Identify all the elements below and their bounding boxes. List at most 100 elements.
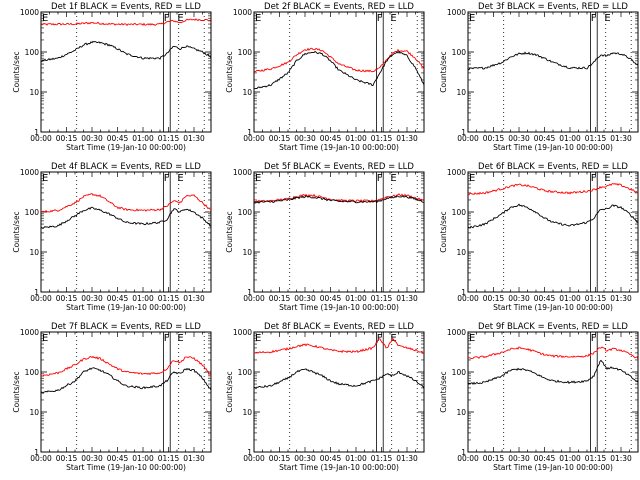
plot-frame [253,171,425,293]
segment-marker-e: E [604,13,610,24]
x-axis-label: Start Time (19-Jan-10 00:00:00) [493,463,613,472]
plot-frame [40,11,212,133]
lld-series-line [41,192,211,214]
lld-series-line [41,18,211,27]
lld-series-line [468,182,638,196]
y-tick-label: 1000 [20,8,39,17]
chart-title: Det 6f BLACK = Events, RED = LLD [478,162,628,172]
y-tick-label: 10 [29,248,39,257]
x-tick-label: 00:45 [534,134,556,143]
chart-panel-5: Det 5f BLACK = Events, RED = LLD 1 10 100 10… [225,162,425,312]
x-tick-label: 01:00 [345,294,367,303]
x-tick-label: 00:15 [269,294,291,303]
y-tick-label: 10 [456,248,466,257]
segment-marker-e: E [604,333,610,344]
y-tick-label: 10 [29,408,39,417]
y-tick-label: 100 [452,48,467,57]
plot-frame [40,331,212,453]
segment-marker-f: F [591,13,597,24]
segment-marker-f: F [164,13,170,24]
y-tick-label: 100 [238,368,253,377]
x-tick-label: 01:15 [371,294,393,303]
y-tick-label: 1 [461,128,466,137]
chart-title: Det 2f BLACK = Events, RED = LLD [264,2,414,12]
y-tick-label: 1000 [20,168,39,177]
lld-series-line [254,47,424,73]
x-tick-label: 01:30 [610,134,632,143]
x-tick-label: 01:00 [345,134,367,143]
x-tick-label: 00:30 [81,134,103,143]
x-tick-label: 01:30 [610,454,632,463]
y-tick-label: 1000 [20,328,39,337]
y-tick-label: 1 [34,128,39,137]
y-tick-label: 1 [247,448,252,457]
y-tick-label: 100 [452,208,467,217]
segment-marker-f: F [164,333,170,344]
x-tick-label: 00:30 [508,134,530,143]
lld-series-line [41,355,211,377]
x-tick-label: 00:15 [269,134,291,143]
events-series-line [468,203,638,229]
chart-title: Det 1f BLACK = Events, RED = LLD [51,2,201,12]
segment-marker-e: E [177,173,183,184]
x-tick-label: 01:15 [158,454,180,463]
x-tick-label: 01:30 [183,294,205,303]
x-tick-label: 00:30 [294,294,316,303]
x-tick-label: 01:00 [559,134,581,143]
events-series-line [468,359,638,386]
segment-marker-e: E [390,173,396,184]
x-tick-label: 00:00 [243,294,265,303]
y-axis-label: Counts/sec [12,51,21,92]
plot-frame [467,331,639,453]
y-tick-label: 1000 [233,328,252,337]
y-tick-label: 1000 [233,8,252,17]
y-tick-label: 1 [34,288,39,297]
x-tick-label: 00:30 [508,294,530,303]
segment-marker-e: E [469,173,475,184]
y-tick-label: 1000 [447,168,466,177]
x-tick-label: 01:00 [559,454,581,463]
y-tick-label: 10 [456,408,466,417]
x-tick-label: 01:00 [345,454,367,463]
x-tick-label: 01:30 [396,134,418,143]
y-axis-label: Counts/sec [439,371,448,412]
x-axis-label: Start Time (19-Jan-10 00:00:00) [279,303,399,312]
y-tick-label: 1000 [447,8,466,17]
events-series-line [254,368,424,390]
x-tick-label: 01:30 [610,294,632,303]
x-tick-label: 01:15 [585,134,607,143]
x-tick-label: 01:15 [585,294,607,303]
chart-panel-7: Det 7f BLACK = Events, RED = LLD 1 10 100 10… [12,322,212,472]
segment-marker-e: E [255,173,261,184]
x-tick-label: 00:45 [320,294,342,303]
x-tick-label: 01:15 [371,454,393,463]
plot-frame [40,171,212,293]
x-tick-label: 00:30 [81,454,103,463]
y-tick-label: 1000 [447,328,466,337]
chart-title: Det 9f BLACK = Events, RED = LLD [478,322,628,332]
segment-marker-f: F [591,333,597,344]
lld-series-line [254,338,424,355]
x-axis-label: Start Time (19-Jan-10 00:00:00) [279,463,399,472]
y-axis-label: Counts/sec [12,371,21,412]
x-tick-label: 00:15 [56,454,78,463]
x-tick-label: 00:15 [483,294,505,303]
y-tick-label: 100 [25,368,40,377]
y-tick-label: 10 [29,88,39,97]
x-tick-label: 00:45 [107,294,129,303]
chart-panel-3: Det 3f BLACK = Events, RED = LLD 1 10 100 10… [439,2,639,152]
chart-panel-8: Det 8f BLACK = Events, RED = LLD 1 10 100 10… [225,322,425,472]
x-tick-label: 00:15 [56,134,78,143]
x-tick-label: 01:00 [132,294,154,303]
y-tick-label: 100 [25,48,40,57]
events-series-line [468,51,638,71]
x-tick-label: 00:00 [457,454,479,463]
x-tick-label: 01:15 [158,134,180,143]
x-tick-label: 00:45 [534,294,556,303]
events-series-line [41,367,211,395]
chart-title: Det 3f BLACK = Events, RED = LLD [478,2,628,12]
y-tick-label: 1 [461,448,466,457]
segment-marker-e: E [177,13,183,24]
y-tick-label: 1 [461,288,466,297]
